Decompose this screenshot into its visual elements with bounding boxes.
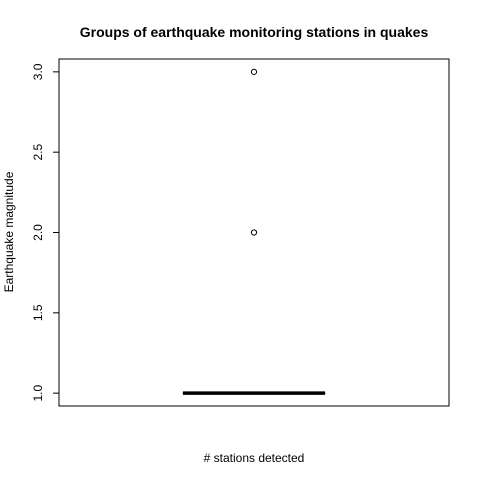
y-axis-label: Earthquake magnitude (2, 171, 16, 292)
outlier-point (250, 229, 258, 236)
x-axis-label: # stations detected (204, 451, 305, 465)
y-axis: 1.0 1.5 2.0 2.5 3.0 (31, 63, 60, 401)
outlier-point (250, 68, 258, 75)
y-tick-label: 2.5 (31, 144, 45, 161)
y-tick-label: 3.0 (31, 63, 45, 80)
chart-title: Groups of earthquake monitoring stations… (80, 24, 429, 40)
outlier-group (250, 68, 258, 236)
y-tick-label: 2.0 (31, 224, 45, 241)
y-tick-label: 1.5 (31, 304, 45, 321)
y-tick-label: 1.0 (31, 384, 45, 401)
